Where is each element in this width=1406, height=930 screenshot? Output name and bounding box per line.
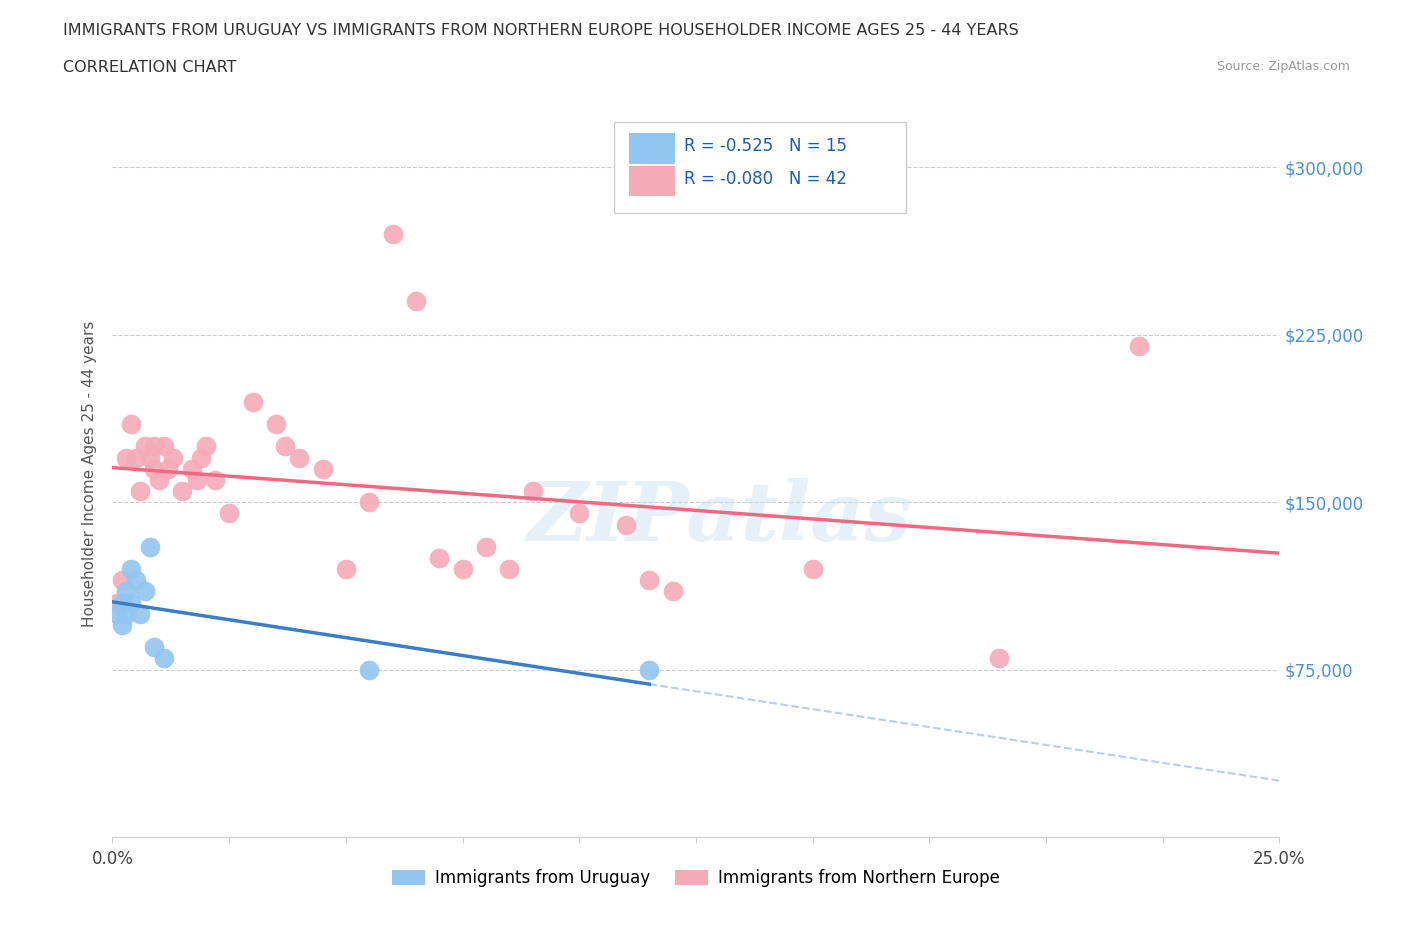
Point (143, 461, 166, 476)
Point (139, 539, 162, 554)
Point (427, 551, 450, 565)
FancyBboxPatch shape (630, 166, 675, 196)
Point (143, 439, 166, 454)
Point (638, 662, 661, 677)
Point (157, 461, 180, 476)
FancyBboxPatch shape (630, 133, 675, 164)
Point (115, 450, 138, 465)
Point (143, 640, 166, 655)
Point (204, 472, 226, 487)
Legend: Immigrants from Uruguay, Immigrants from Northern Europe: Immigrants from Uruguay, Immigrants from… (385, 863, 1007, 894)
Text: CORRELATION CHART: CORRELATION CHART (63, 60, 236, 75)
Point (801, 562, 824, 577)
Point (105, 595, 128, 610)
Point (335, 562, 357, 577)
Point (194, 439, 217, 454)
Point (172, 484, 194, 498)
Point (359, 662, 381, 677)
Point (264, 417, 287, 432)
Point (153, 651, 176, 666)
Point (105, 606, 128, 621)
Point (475, 539, 498, 554)
Point (405, 294, 427, 309)
Text: R = -0.525   N = 15: R = -0.525 N = 15 (685, 138, 848, 155)
Point (242, 394, 264, 409)
Point (148, 472, 170, 487)
Point (186, 472, 208, 487)
Text: IMMIGRANTS FROM URUGUAY VS IMMIGRANTS FROM NORTHERN EUROPE HOUSEHOLDER INCOME AG: IMMIGRANTS FROM URUGUAY VS IMMIGRANTS FR… (63, 23, 1019, 38)
Text: Source: ZipAtlas.com: Source: ZipAtlas.com (1216, 60, 1350, 73)
Point (162, 450, 184, 465)
Point (381, 227, 404, 242)
Point (1128, 339, 1150, 353)
Point (451, 562, 474, 577)
Point (274, 439, 297, 454)
FancyBboxPatch shape (614, 123, 905, 213)
Point (218, 506, 240, 521)
Point (614, 517, 637, 532)
Point (139, 450, 162, 465)
Text: ZIPatlas: ZIPatlas (527, 478, 912, 558)
Point (111, 595, 134, 610)
Point (115, 606, 138, 621)
Point (359, 495, 381, 510)
Point (988, 651, 1011, 666)
Point (111, 618, 134, 632)
Point (311, 461, 333, 476)
Point (134, 439, 156, 454)
Point (115, 584, 138, 599)
Point (120, 417, 142, 432)
Point (120, 595, 142, 610)
Point (134, 584, 156, 599)
Point (661, 584, 683, 599)
Point (498, 562, 520, 577)
Point (111, 573, 134, 588)
Y-axis label: Householder Income Ages 25 - 44 years: Householder Income Ages 25 - 44 years (82, 321, 97, 628)
Point (180, 461, 202, 476)
Point (129, 606, 152, 621)
Point (638, 573, 661, 588)
Text: R = -0.080   N = 42: R = -0.080 N = 42 (685, 170, 848, 188)
Point (125, 450, 148, 465)
Point (125, 573, 148, 588)
Point (522, 484, 544, 498)
Point (153, 439, 176, 454)
Point (288, 450, 311, 465)
Point (568, 506, 591, 521)
Point (190, 450, 212, 465)
Point (120, 562, 142, 577)
Point (129, 484, 152, 498)
